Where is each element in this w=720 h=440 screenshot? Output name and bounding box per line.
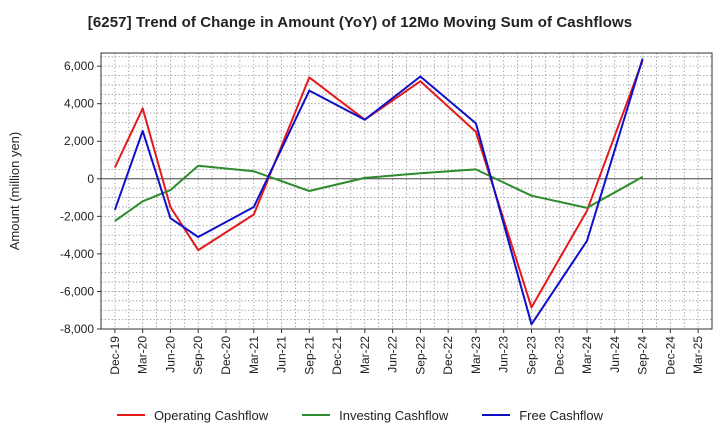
x-tick-label: Dec-23 [552, 336, 566, 375]
grid [101, 53, 712, 329]
legend-item-investing: Investing Cashflow [302, 408, 448, 423]
x-tick-label: Mar-24 [580, 336, 594, 374]
chart-title: [6257] Trend of Change in Amount (YoY) o… [87, 14, 633, 31]
x-tick-label: Sep-23 [524, 336, 538, 375]
y-tick-label: -2,000 [60, 209, 94, 223]
x-tick-label: Jun-22 [386, 336, 400, 373]
y-tick-label: -4,000 [60, 247, 94, 261]
legend-swatch-free [482, 414, 511, 416]
legend-swatch-investing [302, 414, 331, 416]
y-tick-label: 6,000 [64, 59, 94, 73]
x-tick-label: Dec-22 [441, 336, 455, 375]
legend-swatch-operating [116, 414, 145, 416]
x-tick-label: Jun-21 [275, 336, 289, 373]
x-tick-label: Mar-22 [358, 336, 372, 374]
legend-label-free: Free Cashflow [519, 407, 604, 423]
x-tick-label: Mar-23 [469, 336, 483, 374]
y-tick-label: -6,000 [60, 284, 94, 298]
operating-cashflow-line [113, 60, 644, 309]
x-tick-label: Jun-20 [163, 336, 177, 373]
free-cashflow-line [113, 58, 644, 326]
x-tick-label: Sep-22 [413, 336, 427, 375]
y-tick-label: -8,000 [60, 322, 94, 336]
x-tick-label: Dec-20 [219, 336, 233, 375]
legend-item-free: Free Cashflow [482, 408, 603, 423]
x-tick-label: Mar-21 [247, 336, 261, 374]
x-axis-ticks: Dec-19 Mar-20 Jun-20 Sep-20 Dec-20 Mar-21 Jun-… [108, 329, 705, 375]
y-axis-title: Amount (million yen) [7, 132, 22, 251]
y-tick-label: 2,000 [64, 134, 94, 148]
y-tick-label: 4,000 [64, 97, 94, 111]
legend-item-operating: Operating Cashflow [116, 407, 269, 423]
x-tick-label: Jun-24 [608, 336, 622, 373]
x-tick-label: Sep-21 [302, 336, 316, 375]
legend: Operating Cashflow Investing Cashflow Fr… [0, 404, 720, 426]
y-tick-label: 0 [87, 172, 94, 186]
plot-area-frame [100, 52, 713, 330]
legend-label-investing: Investing Cashflow [339, 407, 449, 423]
legend-label-operating: Operating Cashflow [153, 407, 269, 423]
x-tick-label: Dec-24 [663, 336, 677, 375]
x-tick-label: Dec-21 [330, 336, 344, 375]
x-tick-label: Sep-20 [191, 336, 205, 375]
y-axis-ticks: -8,000 -6,000 -4,000 -2,000 0 2,000 4,000 6,000 [60, 59, 101, 336]
x-tick-label: Mar-25 [691, 336, 705, 374]
x-tick-label: Jun-23 [497, 336, 511, 373]
investing-cashflow-line [114, 164, 644, 222]
x-tick-label: Dec-19 [108, 336, 122, 375]
x-tick-label: Mar-20 [136, 336, 150, 374]
x-tick-label: Sep-24 [636, 336, 650, 375]
line-chart: -8,000 -6,000 -4,000 -2,000 0 2,000 4,000 6,000… [7, 52, 713, 375]
series-lines [113, 58, 644, 326]
